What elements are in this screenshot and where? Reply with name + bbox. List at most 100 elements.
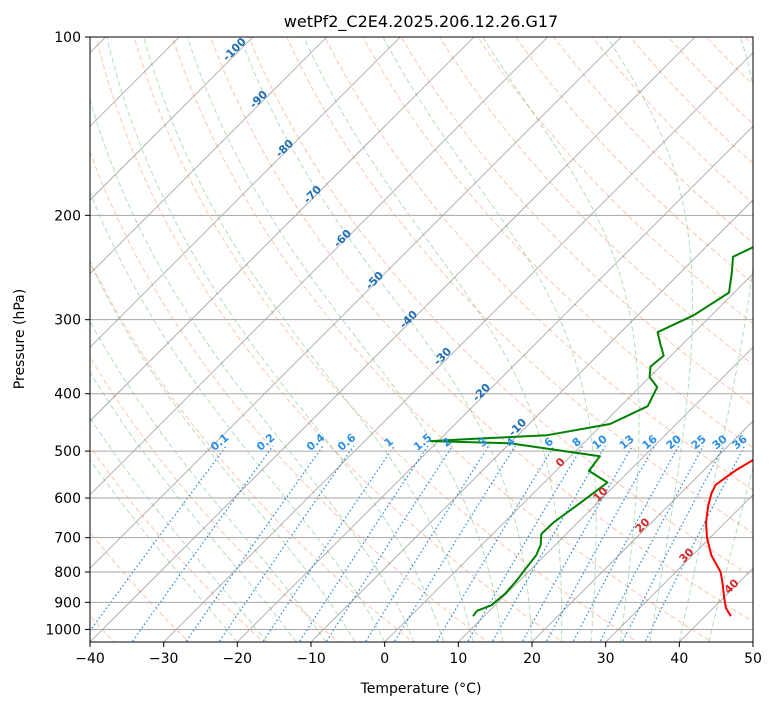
mixing-ratio-line xyxy=(572,445,680,642)
isotherm-label: -60 xyxy=(331,227,354,250)
x-axis: −40 −30 −20 −10 0 10 20 30 40 50 xyxy=(75,642,762,667)
isotherm-line xyxy=(384,273,753,642)
isotherm-label: -40 xyxy=(397,308,420,331)
y-tick-label: 600 xyxy=(54,491,81,507)
y-tick-label: 500 xyxy=(54,444,81,460)
dry-adiabat-line xyxy=(438,37,753,366)
moist-adiabat-line xyxy=(106,37,445,642)
dry-adiabat-line xyxy=(477,37,753,325)
sounding-series xyxy=(429,246,753,617)
x-tick-label: 40 xyxy=(670,651,688,667)
dry-adiabat-line xyxy=(248,37,753,578)
dry-adiabat-line xyxy=(90,259,414,642)
x-tick-label: 30 xyxy=(597,651,615,667)
dry-adiabat-line xyxy=(744,37,753,47)
dry-adiabat-line xyxy=(770,24,775,645)
x-tick-label: −10 xyxy=(296,651,326,667)
y-axis-label: Pressure (hPa) xyxy=(12,289,28,389)
y-tick-label: 800 xyxy=(54,565,81,581)
isotherm-label: -70 xyxy=(301,183,324,206)
dry-adiabat-line xyxy=(629,37,753,165)
moist-adiabat-line xyxy=(708,465,753,642)
mixing-ratio-label: 16 xyxy=(640,432,660,452)
mixing-ratio-line xyxy=(521,445,634,642)
mixing-ratio-label: 30 xyxy=(710,432,730,452)
isotherms xyxy=(90,37,753,642)
dry-adiabat-line xyxy=(286,37,753,534)
moist-adiabat-line xyxy=(143,37,474,642)
dry-adiabat-line xyxy=(515,37,753,284)
moist-adiabat-line xyxy=(678,37,753,642)
isotherm-line xyxy=(90,37,254,201)
moist-adiabat-line xyxy=(90,458,238,642)
mixing-ratio-label: 36 xyxy=(730,432,750,452)
isotherm-line xyxy=(237,125,753,642)
isotherm-line xyxy=(163,52,753,642)
x-tick-label: 50 xyxy=(744,651,762,667)
moist-adiabat-line xyxy=(186,37,503,642)
mixing-ratio-label: 25 xyxy=(689,432,709,452)
moist-adiabat-line xyxy=(303,37,563,642)
mixing-ratio-line xyxy=(262,445,395,642)
mixing-ratio-line xyxy=(491,445,606,642)
isotherm-label: -80 xyxy=(273,137,296,160)
x-tick-label: 20 xyxy=(523,651,541,667)
dewpoint-profile-line xyxy=(429,246,753,617)
isotherm-line xyxy=(90,37,327,275)
isotherm-line xyxy=(531,420,753,642)
x-tick-label: 10 xyxy=(449,651,467,667)
mixing-ratio-line xyxy=(298,445,429,642)
isotherm-label: -20 xyxy=(470,381,493,404)
moist-adiabat-label: 20 xyxy=(633,515,653,535)
dry-adiabat-line xyxy=(324,37,753,491)
moist-adiabat-line xyxy=(482,37,640,642)
isotherm-line xyxy=(90,37,548,496)
isotherm-line xyxy=(679,567,753,642)
moist-adiabat-label: 0 xyxy=(553,455,568,470)
mixing-ratio-line xyxy=(325,445,454,642)
moist-adiabat-line xyxy=(90,261,356,642)
isotherm-line xyxy=(605,494,753,642)
dry-adiabat-line xyxy=(133,37,638,642)
isotherm-line xyxy=(90,37,696,642)
y-axis: 100 200 300 400 500 600 700 800 900 1000 xyxy=(45,30,90,638)
isotherm-label: -50 xyxy=(363,269,386,292)
moist-adiabat-line xyxy=(382,37,597,642)
plot-area: -100-90-80-70-60-50-40-30-20-100.1 0.2 0.4… xyxy=(90,24,775,645)
dry-adiabat-line xyxy=(400,37,753,407)
moist-adiabat-line xyxy=(90,97,415,642)
mixing-ratio-label: 13 xyxy=(617,432,637,452)
x-axis-label: Temperature (°C) xyxy=(360,681,482,697)
mixing-ratio-line xyxy=(599,445,704,642)
dry-adiabat-line xyxy=(553,37,753,244)
mixing-ratio-label: 0.1 xyxy=(208,431,231,453)
mixing-ratio-label: 1.5 xyxy=(411,431,434,453)
moist-adiabat-line xyxy=(90,320,327,642)
pressure-gridlines xyxy=(90,37,753,630)
y-tick-label: 700 xyxy=(54,531,81,547)
isotherm-line xyxy=(90,37,622,569)
dry-adiabat-line xyxy=(705,37,753,86)
isotherm-line xyxy=(458,346,753,642)
x-tick-label: −20 xyxy=(223,651,253,667)
mixing-ratio-line xyxy=(185,445,324,642)
mixing-ratio-line xyxy=(364,445,490,642)
y-tick-label: 900 xyxy=(54,595,81,611)
isotherm-line xyxy=(752,641,753,642)
moist-adiabat-label: 30 xyxy=(677,545,697,565)
y-tick-label: 400 xyxy=(54,387,81,403)
mixing-ratio-line xyxy=(218,445,355,642)
isotherm-line xyxy=(90,37,475,422)
moist-adiabat-line xyxy=(90,190,386,642)
y-tick-label: 300 xyxy=(54,313,81,329)
temperature-profile-line xyxy=(705,458,753,617)
dry-adiabat-line xyxy=(362,37,753,449)
moist-adiabat-label: 10 xyxy=(591,484,611,504)
moist-adiabats xyxy=(90,37,753,642)
dry-adiabat-line xyxy=(171,37,713,642)
y-tick-label: 100 xyxy=(54,30,81,46)
isotherm-line xyxy=(90,37,401,348)
chart-title: wetPf2_C2E4.2025.206.12.26.G17 xyxy=(284,12,558,32)
isotherm-label: -90 xyxy=(247,88,270,111)
